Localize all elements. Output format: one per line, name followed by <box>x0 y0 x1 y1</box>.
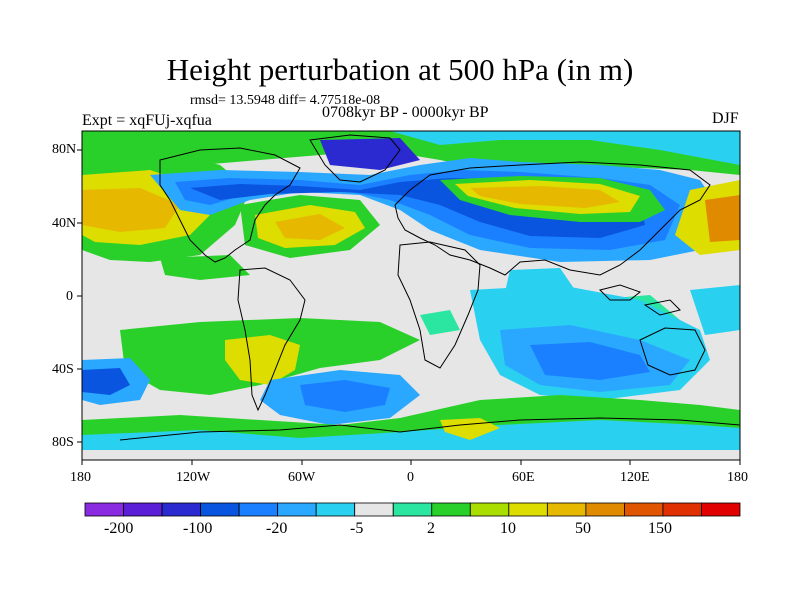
colorbar-swatch <box>84 502 124 517</box>
lat-label-0: 0 <box>66 289 73 304</box>
lon-label-120e: 120E <box>620 470 650 485</box>
colorbar-swatch <box>392 502 433 517</box>
colorbar-swatch <box>701 502 741 517</box>
colorbar-swatch <box>624 502 664 517</box>
colorbar-swatch <box>354 502 394 517</box>
colorbar-label: 10 <box>500 520 516 537</box>
colorbar-swatch <box>277 502 317 517</box>
lon-label-60w: 60W <box>288 470 316 485</box>
coastlines <box>119 134 740 441</box>
colorbar-label: -200 <box>104 520 134 537</box>
stats-line: rmsd= 13.5948 diff= 4.77518e-08 <box>190 93 381 108</box>
lat-label-40n: 40N <box>52 216 77 231</box>
colorbar-swatch <box>200 502 240 517</box>
season-label: DJF <box>712 110 739 127</box>
colorbar-swatch <box>469 502 510 517</box>
colorbar-swatch <box>123 502 163 517</box>
colorbar-swatch <box>315 502 356 517</box>
lon-label-120w: 120W <box>176 470 211 485</box>
lat-label-80n: 80N <box>52 142 77 157</box>
lon-label-60e: 60E <box>512 470 535 485</box>
colorbar-label: -100 <box>183 520 213 537</box>
colorbar-swatch <box>161 502 201 517</box>
colorbar-label: -5 <box>350 520 364 537</box>
lat-label-80s: 80S <box>52 435 74 450</box>
colorbar-swatch <box>508 502 548 517</box>
colorbar-label: -20 <box>266 520 288 537</box>
height-anomaly-field <box>82 131 740 460</box>
period-label: 0708kyr BP - 0000kyr BP <box>322 104 489 121</box>
colorbar-label: 50 <box>575 520 591 537</box>
colorbar-label: 2 <box>427 520 435 537</box>
colorbar-swatch <box>585 502 625 517</box>
colorbar-swatch <box>546 502 587 517</box>
lon-label-0: 0 <box>407 470 414 485</box>
lon-label-180w: 180 <box>70 470 91 485</box>
colorbar-swatch <box>662 502 702 517</box>
colorbar-label: 150 <box>648 520 672 537</box>
lat-label-40s: 40S <box>52 362 74 377</box>
axis-ticks <box>77 149 741 465</box>
colorbar-swatch <box>238 502 279 517</box>
colorbar-swatch <box>431 502 471 517</box>
experiment-label: Expt = xqFUj-xqfua <box>82 112 212 129</box>
plot-title: Height perturbation at 500 hPa (in m) <box>166 52 634 87</box>
lon-label-180e: 180 <box>727 470 748 485</box>
colorbar <box>84 502 741 517</box>
